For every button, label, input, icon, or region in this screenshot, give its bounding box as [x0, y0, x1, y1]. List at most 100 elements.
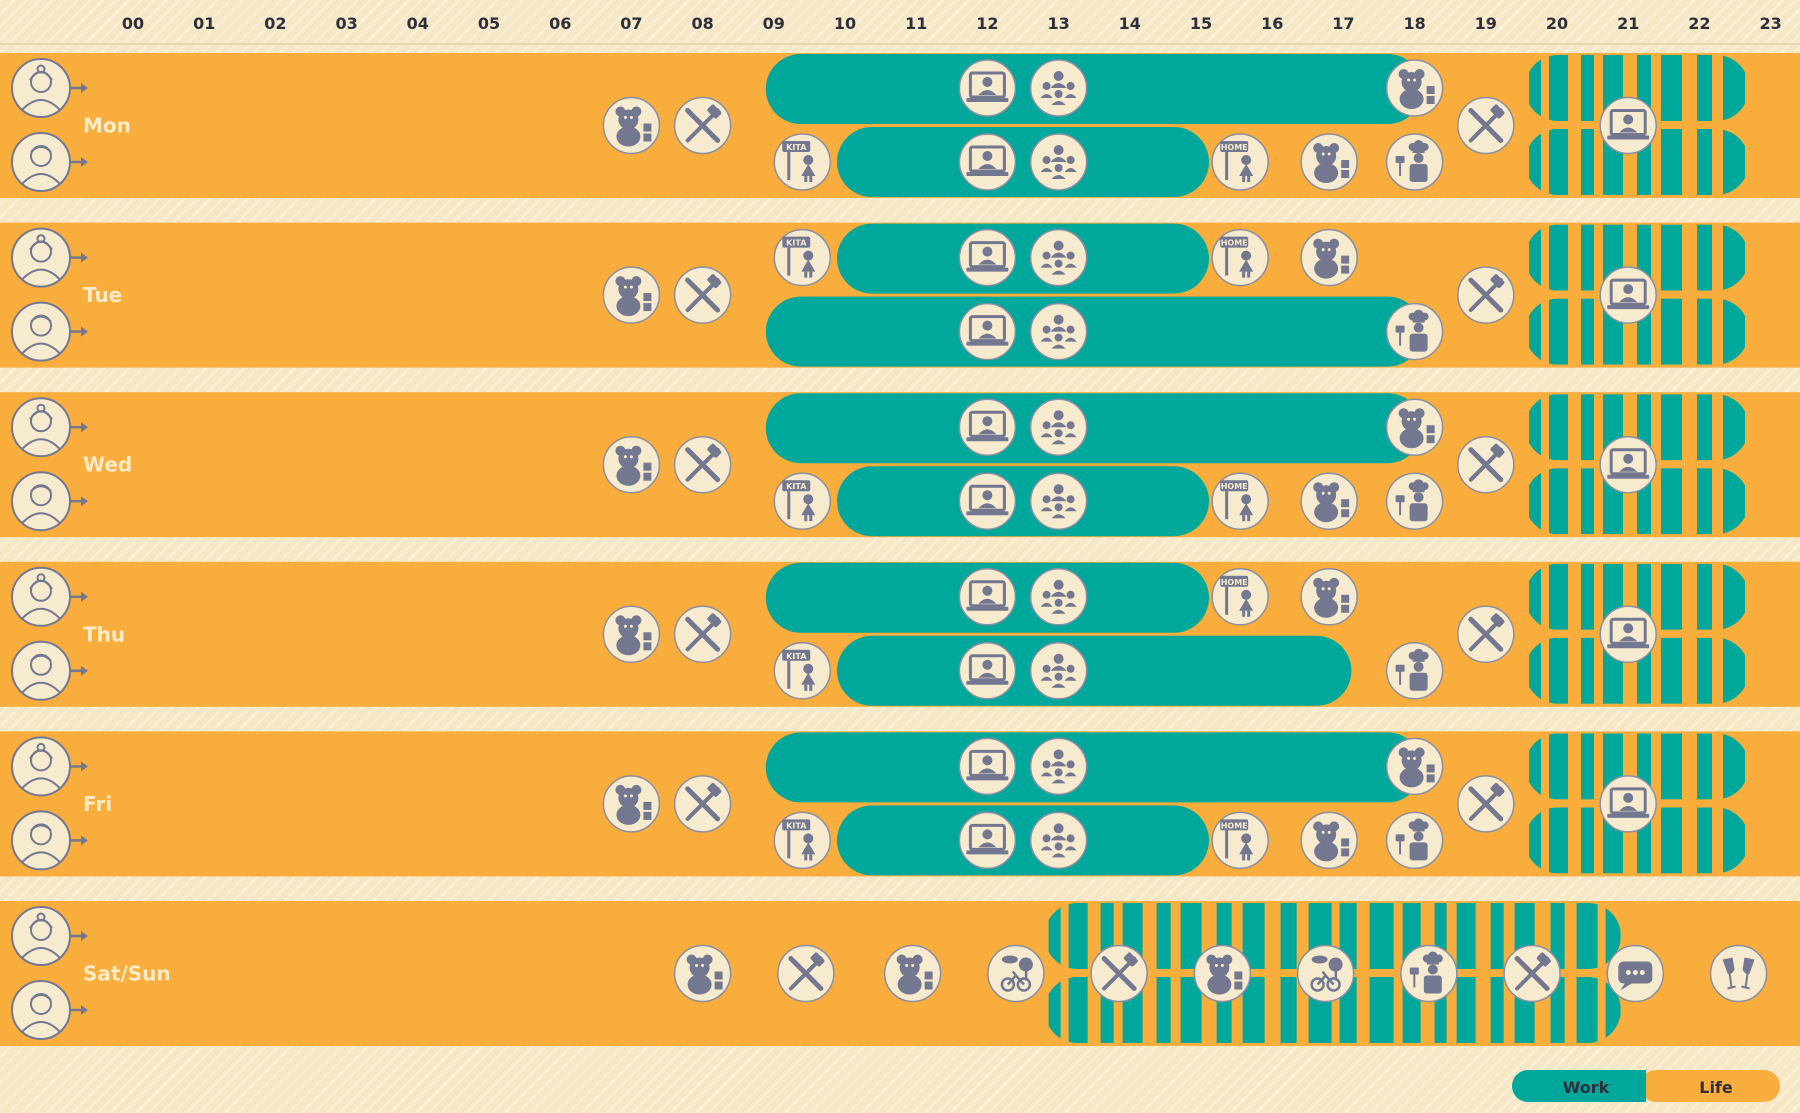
- meal-icon: [1457, 266, 1515, 324]
- hour-label: 21: [1617, 14, 1639, 33]
- teddy-bear-icon: [1300, 472, 1358, 530]
- legend-work-label: Work: [1563, 1078, 1610, 1097]
- day-label: Tue: [83, 283, 122, 307]
- teddy-bear-icon: [883, 944, 942, 1003]
- legend-work-join: [1620, 1070, 1646, 1102]
- day-row-mon: Mon KITA HOME: [0, 53, 1800, 198]
- chef-icon: [1385, 133, 1444, 191]
- hour-label: 22: [1688, 14, 1710, 33]
- bike-park-icon: [987, 944, 1045, 1003]
- day-row-wed: Wed KITA HOME: [0, 392, 1800, 538]
- team-meeting-icon: [1029, 302, 1088, 361]
- man-icon: [11, 980, 88, 1040]
- team-meeting-icon: [1029, 472, 1088, 530]
- work-block-person1: [765, 393, 1423, 464]
- team-meeting-icon: [1029, 133, 1088, 191]
- home-sign-icon: HOME: [1211, 568, 1269, 626]
- hour-label: 09: [763, 14, 785, 33]
- hour-label: 14: [1119, 14, 1141, 33]
- work-block-person1: [837, 223, 1209, 294]
- teddy-bear-icon: [602, 605, 661, 664]
- svg-text:KITA: KITA: [786, 239, 807, 248]
- hour-label: 16: [1261, 14, 1283, 33]
- legend-life-label: Life: [1699, 1078, 1733, 1097]
- work-block-person2: [837, 635, 1352, 706]
- chat-icon: [1606, 944, 1665, 1003]
- hour-label: 04: [407, 14, 429, 33]
- hour-label: 12: [976, 14, 998, 33]
- video-call-icon: [1599, 266, 1657, 324]
- video-call-icon: [1599, 435, 1657, 494]
- meal-icon: [1457, 775, 1515, 833]
- work-block-person1: [765, 54, 1423, 124]
- team-meeting-icon: [1029, 811, 1088, 870]
- kita-sign-icon: KITA: [773, 811, 832, 870]
- work-block-person2: [837, 466, 1209, 537]
- teddy-bear-icon: [602, 435, 661, 494]
- teddy-bear-icon: [1300, 133, 1358, 191]
- legend-life-swatch: [1640, 1070, 1780, 1102]
- team-meeting-icon: [1029, 228, 1088, 287]
- man-icon: [11, 471, 88, 532]
- chef-icon: [1385, 472, 1444, 530]
- chef-icon: [1385, 811, 1444, 870]
- video-call-icon: [958, 472, 1017, 530]
- hour-label: 01: [193, 14, 215, 33]
- teddy-bear-icon: [1385, 737, 1444, 796]
- meal-icon: [777, 944, 835, 1003]
- woman-icon: [11, 736, 88, 797]
- teddy-bear-icon: [1300, 811, 1358, 870]
- svg-text:KITA: KITA: [786, 143, 807, 152]
- day-row-thu: Thu HOME KITA: [0, 561, 1800, 707]
- wine-glasses-icon: [1709, 944, 1768, 1003]
- team-meeting-icon: [1029, 59, 1088, 117]
- work-block-person2: [837, 127, 1209, 197]
- kita-sign-icon: KITA: [773, 472, 832, 530]
- chef-icon: [1385, 302, 1444, 361]
- hour-label: 05: [478, 14, 500, 33]
- home-sign-icon: HOME: [1211, 228, 1269, 287]
- hour-label: 11: [905, 14, 927, 33]
- day-label: Thu: [83, 622, 125, 646]
- svg-text:HOME: HOME: [1221, 239, 1248, 248]
- svg-text:KITA: KITA: [786, 652, 807, 661]
- work-block-person2: [837, 805, 1209, 876]
- video-call-icon: [958, 737, 1017, 796]
- day-rows: Mon KITA HOME Tue KITA HOME Wed KITA HOME Thu HOME…: [0, 53, 1800, 1046]
- day-row-tue: Tue KITA HOME: [0, 222, 1800, 368]
- svg-text:HOME: HOME: [1221, 821, 1248, 830]
- teddy-bear-icon: [673, 944, 732, 1003]
- teddy-bear-icon: [602, 775, 661, 833]
- teddy-bear-icon: [1385, 59, 1444, 117]
- svg-text:HOME: HOME: [1221, 482, 1248, 491]
- woman-icon: [11, 58, 88, 118]
- hour-label: 02: [264, 14, 286, 33]
- home-sign-icon: HOME: [1211, 811, 1269, 870]
- day-label: Sat/Sun: [83, 962, 171, 986]
- hour-label: 23: [1759, 14, 1781, 33]
- video-call-icon: [1599, 96, 1657, 155]
- hour-label: 13: [1047, 14, 1069, 33]
- kita-sign-icon: KITA: [773, 133, 832, 191]
- meal-icon: [1457, 96, 1515, 155]
- svg-text:HOME: HOME: [1221, 578, 1248, 587]
- svg-text:KITA: KITA: [786, 482, 807, 491]
- video-call-icon: [958, 133, 1017, 191]
- evening-work-person2: [1525, 807, 1749, 874]
- legend-work-swatch: [1512, 1070, 1652, 1102]
- chef-icon: [1385, 642, 1444, 700]
- hour-label: 17: [1332, 14, 1354, 33]
- evening-work-person1: [1525, 224, 1749, 291]
- teddy-bear-icon: [1193, 944, 1252, 1003]
- woman-icon: [11, 906, 88, 966]
- team-meeting-icon: [1029, 398, 1088, 456]
- woman-icon: [11, 566, 88, 627]
- meal-icon: [673, 775, 732, 833]
- video-call-icon: [958, 228, 1017, 287]
- hour-label: 19: [1475, 14, 1497, 33]
- day-label: Fri: [83, 792, 112, 816]
- team-meeting-icon: [1029, 642, 1088, 700]
- hour-label: 20: [1546, 14, 1568, 33]
- hour-label: 07: [620, 14, 642, 33]
